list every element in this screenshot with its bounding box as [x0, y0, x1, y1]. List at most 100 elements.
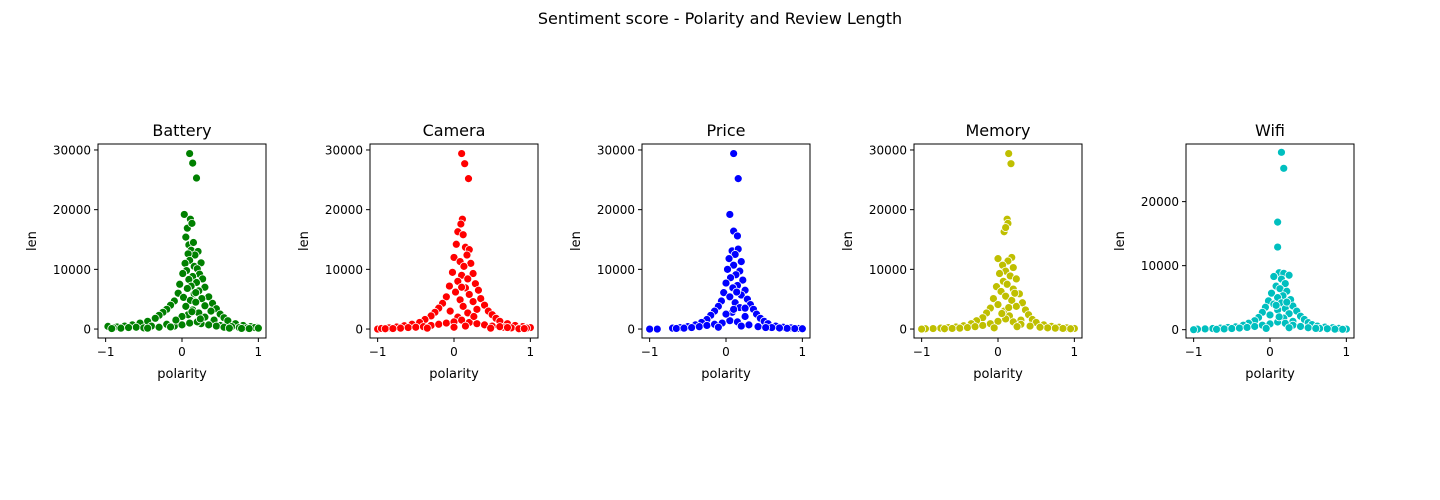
price-point-8: [724, 254, 734, 264]
battery-point-86: [204, 320, 214, 330]
price-xtick-label-0: −1: [641, 345, 659, 359]
battery-point-97: [195, 314, 205, 324]
battery-point-7: [181, 232, 191, 242]
wifi-point-7: [1269, 272, 1279, 281]
wifi-point-59: [1250, 322, 1260, 331]
camera-point-32: [458, 301, 468, 311]
wifi-ytick-label-0: 0: [1171, 323, 1179, 337]
price-point-65: [753, 322, 763, 332]
camera-ylabel: len: [297, 231, 312, 251]
camera-point-82: [469, 312, 479, 321]
memory-point-21: [1001, 291, 1011, 301]
battery-xtick-label-2: 1: [255, 345, 263, 359]
camera-xtick-label-0: −1: [369, 345, 387, 359]
camera-point-23: [474, 285, 483, 295]
subplot-memory: −1 0 1 0 10000 20000 30000 Memory polarity len: [841, 121, 1083, 382]
camera-xlabel: polarity: [429, 367, 479, 382]
camera-point-74: [503, 323, 512, 332]
memory-point-16: [1002, 279, 1012, 289]
wifi-point-58: [1242, 323, 1252, 332]
wifi-point-55: [1219, 324, 1229, 334]
camera-point-0: [457, 149, 467, 158]
battery-point-41: [200, 301, 210, 311]
camera-point-76: [519, 324, 529, 333]
price-ytick-label-3: 30000: [597, 143, 635, 157]
camera-point-26: [441, 292, 451, 302]
wifi-point-70: [1274, 312, 1284, 322]
wifi-point-67: [1311, 323, 1321, 333]
camera-point-65: [434, 319, 444, 329]
memory-xtick-label-1: 0: [994, 345, 1002, 359]
battery-point-0: [185, 149, 195, 158]
battery-point-94: [107, 324, 117, 333]
memory-ytick-label-2: 20000: [869, 203, 907, 217]
camera-point-2: [464, 174, 473, 184]
subplot-price: −1 0 1 0 10000 20000 30000 Price polarity len: [569, 121, 811, 382]
price-point-69: [721, 309, 731, 319]
camera-ytick-label-3: 30000: [325, 143, 363, 157]
memory-point-68: [989, 323, 999, 333]
battery-point-79: [124, 323, 133, 332]
memory-point-59: [970, 322, 980, 332]
price-point-50: [797, 324, 807, 334]
memory-xtick-label-2: 1: [1071, 345, 1079, 359]
battery-ytick-label-3: 30000: [53, 143, 91, 157]
camera-point-81: [461, 321, 470, 331]
price-point-52: [782, 323, 792, 333]
price-xtick-label-1: 0: [722, 345, 730, 359]
camera-point-6: [458, 230, 468, 240]
memory-point-5: [1001, 223, 1011, 232]
battery-point-53: [150, 313, 160, 323]
memory-point-14: [1011, 274, 1021, 284]
camera-ytick-label-0: 0: [355, 323, 363, 337]
wifi-point-51: [1330, 324, 1340, 334]
price-point-9: [736, 257, 746, 266]
camera-point-80: [449, 322, 459, 332]
price-point-71: [740, 303, 750, 313]
price-point-2: [725, 210, 735, 219]
camera-points: [373, 149, 535, 334]
battery-ytick-label-2: 20000: [53, 203, 91, 217]
memory-point-25: [993, 300, 1003, 309]
wifi-points: [1189, 147, 1351, 335]
camera-point-16: [468, 269, 478, 278]
memory-point-6: [993, 254, 1003, 264]
camera-point-61: [403, 323, 413, 332]
price-ytick-label-1: 10000: [597, 263, 635, 277]
battery-xtick-label-1: 0: [178, 345, 186, 359]
battery-point-9: [189, 238, 198, 247]
wifi-point-47: [1200, 324, 1210, 334]
battery-xtick-label-0: −1: [97, 345, 115, 359]
wifi-ytick-label-2: 20000: [1141, 195, 1179, 209]
price-point-4: [733, 231, 742, 241]
price-xtick-label-2: 1: [799, 345, 807, 359]
wifi-point-52: [1322, 324, 1332, 334]
camera-point-29: [468, 297, 478, 306]
price-point-11: [723, 264, 732, 274]
price-ytick-label-0: 0: [627, 323, 635, 337]
subplot-grid: −1 0 10100002000030000Batterypolaritylen−1…: [25, 121, 1355, 382]
battery-point-75: [253, 323, 263, 333]
memory-point-26: [1011, 301, 1021, 311]
battery-point-1: [188, 158, 198, 168]
memory-point-53: [1050, 323, 1060, 333]
camera-point-1: [460, 159, 470, 169]
memory-title: Memory: [965, 121, 1030, 140]
wifi-point-65: [1296, 322, 1305, 331]
memory-point-71: [1004, 303, 1014, 312]
battery-point-69: [131, 322, 141, 332]
camera-point-56: [380, 324, 390, 334]
wifi-point-72: [1282, 297, 1292, 307]
wifi-xtick-label-0: −1: [1185, 345, 1203, 359]
camera-point-25: [464, 290, 474, 299]
subplot-wifi: −1 0 1 0 10000 20000 Wifi polarity len: [1113, 121, 1355, 382]
price-point-55: [671, 324, 681, 333]
camera-point-15: [448, 267, 457, 277]
camera-point-11: [462, 250, 472, 260]
wifi-xtick-label-2: 1: [1343, 345, 1351, 359]
camera-point-27: [476, 294, 486, 304]
subplot-battery: −1 0 1 0 10000 20000 30000 Battery polarity len: [25, 121, 267, 382]
battery-xlabel: polarity: [157, 367, 207, 382]
